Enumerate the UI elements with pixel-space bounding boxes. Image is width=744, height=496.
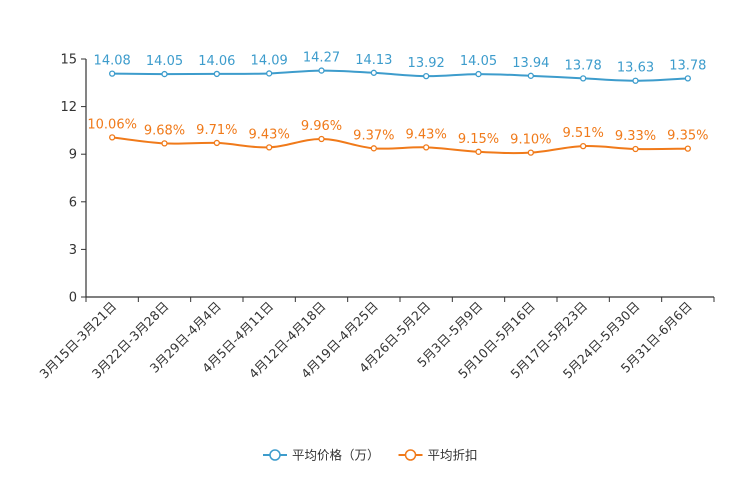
data-point [527, 72, 534, 79]
data-label: 14.27 [303, 51, 340, 66]
data-point [109, 70, 116, 77]
data-point [632, 145, 639, 153]
data-point [109, 134, 116, 141]
chart-axes: 036912153月15日-3月21日3月22日-3月28日3月29日-4月4日… [36, 53, 715, 381]
data-label: 9.35% [667, 129, 708, 144]
data-label: 9.96% [301, 119, 342, 134]
chart-series-layer [109, 67, 691, 156]
legend-label: 平均价格（万） [292, 448, 380, 463]
y-tick-label: 0 [69, 291, 77, 306]
data-label: 9.37% [353, 128, 394, 143]
data-point [475, 70, 482, 78]
legend-marker-icon [269, 449, 281, 461]
data-label: 14.13 [355, 53, 392, 68]
data-point [370, 69, 377, 76]
legend-item-1[interactable]: 平均折扣 [398, 448, 478, 463]
y-tick-label: 12 [60, 100, 77, 115]
data-label: 9.15% [458, 132, 499, 147]
data-point [370, 145, 377, 152]
data-point [318, 67, 325, 74]
data-point [684, 145, 691, 152]
data-point [423, 144, 430, 151]
data-label: 9.10% [510, 133, 551, 148]
data-label: 9.43% [249, 127, 290, 142]
y-tick-label: 9 [69, 148, 77, 163]
data-point [684, 75, 691, 82]
data-point [632, 77, 639, 84]
data-label: 13.78 [565, 58, 602, 73]
data-label: 14.05 [146, 54, 183, 69]
data-label: 9.68% [144, 123, 185, 138]
data-label: 13.78 [669, 58, 706, 73]
data-label: 9.43% [406, 127, 447, 142]
legend-label: 平均折扣 [428, 448, 478, 463]
series-line-1 [112, 136, 688, 155]
data-label: 14.05 [460, 54, 497, 69]
data-label: 13.94 [512, 56, 549, 71]
data-point [527, 149, 534, 156]
data-label: 14.09 [251, 53, 288, 68]
series-line-0 [112, 69, 688, 82]
data-label: 14.08 [94, 54, 131, 69]
data-point [580, 142, 587, 150]
data-label: 9.33% [615, 129, 656, 144]
data-point [266, 144, 273, 151]
data-point [423, 72, 430, 80]
data-label: 14.06 [198, 54, 235, 69]
chart-data-labels: 14.08 14.05 14.06 14.09 14.27 14.13 13.92 14.05… [87, 51, 708, 148]
legend-marker-icon [404, 449, 417, 461]
data-point [475, 148, 482, 155]
data-point [161, 140, 168, 147]
data-point [580, 75, 587, 82]
data-point [318, 135, 325, 143]
data-point [213, 139, 220, 147]
y-tick-label: 3 [69, 243, 77, 258]
data-label: 13.63 [617, 61, 654, 76]
data-point [213, 70, 220, 78]
data-point [266, 70, 273, 77]
data-label: 10.06% [87, 117, 137, 132]
data-label: 9.71% [196, 123, 237, 138]
y-tick-label: 6 [69, 195, 77, 210]
data-label: 13.92 [408, 56, 445, 71]
chart-legend[interactable]: 平均价格（万） 平均折扣 [263, 448, 478, 463]
y-tick-label: 15 [60, 53, 77, 68]
data-label: 9.51% [563, 126, 604, 141]
data-point [161, 70, 168, 78]
legend-item-0[interactable]: 平均价格（万） [263, 448, 380, 463]
